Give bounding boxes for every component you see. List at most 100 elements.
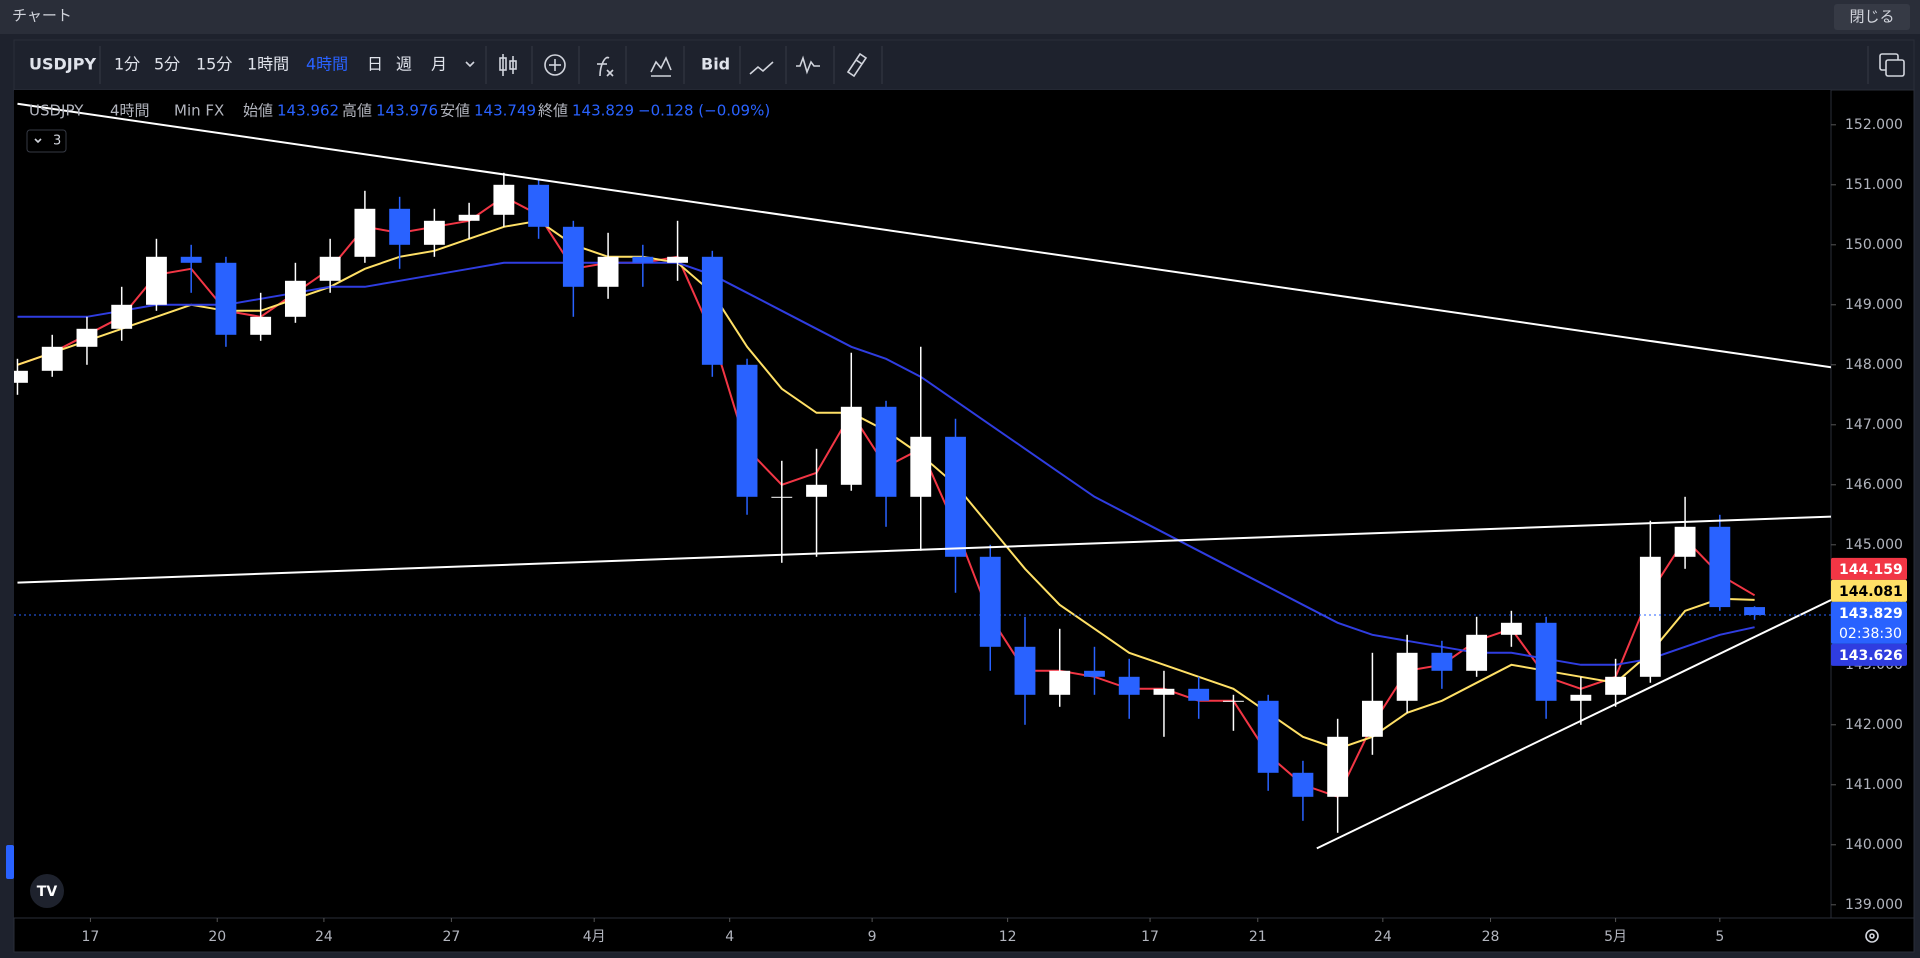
candle-body xyxy=(1153,688,1175,695)
candle-body xyxy=(1674,526,1696,557)
candle-body xyxy=(41,346,63,371)
candle-body xyxy=(1118,676,1140,695)
close-label[interactable]: 閉じる xyxy=(1849,8,1894,26)
symbol-button[interactable]: USDJPY xyxy=(29,55,96,74)
legend-open: 143.962 xyxy=(277,102,339,120)
candle-body xyxy=(180,256,202,263)
x-tick-label: 5月 xyxy=(1604,929,1627,945)
templates-icon[interactable] xyxy=(650,56,672,77)
candle-body xyxy=(632,256,654,263)
candle-body xyxy=(423,220,445,245)
legend-low-label: 安値 xyxy=(440,102,470,120)
plot-layer xyxy=(14,102,1836,922)
y-tick-label: 149.000 xyxy=(1845,297,1903,313)
candle-body xyxy=(14,370,28,383)
brush-icon[interactable] xyxy=(846,52,868,78)
side-tab[interactable] xyxy=(6,845,14,879)
candle-body xyxy=(1257,700,1279,773)
settings-icon[interactable] xyxy=(1865,929,1879,943)
close-button[interactable] xyxy=(1834,4,1910,30)
y-tick-label: 148.000 xyxy=(1845,357,1903,373)
candle-body xyxy=(1084,670,1105,677)
indicator-toggle-icon[interactable] xyxy=(34,138,42,144)
x-tick-label: 27 xyxy=(442,929,460,945)
candle-body xyxy=(1570,694,1592,701)
y-tick-label: 141.000 xyxy=(1845,777,1903,793)
price-tag xyxy=(1831,601,1907,644)
logo-mark: TV xyxy=(37,884,58,900)
interval[interactable]: 日 xyxy=(367,55,383,74)
candle-body xyxy=(319,256,341,281)
interval[interactable]: 5分 xyxy=(154,55,180,74)
interval[interactable]: 1分 xyxy=(114,55,140,74)
indicator-toggle[interactable] xyxy=(26,129,67,153)
plot-area[interactable] xyxy=(14,90,1831,918)
x-tick-label: 12 xyxy=(999,929,1017,945)
price-tag xyxy=(1831,643,1907,666)
wave-icon[interactable] xyxy=(796,55,820,75)
interval-active[interactable]: 4時間 xyxy=(306,55,348,74)
price-tag xyxy=(1831,557,1907,580)
y-tick-label: 150.000 xyxy=(1845,237,1903,253)
candle-body xyxy=(806,484,827,497)
x-tick-label: 24 xyxy=(1374,929,1392,945)
indicators-icon[interactable] xyxy=(597,56,614,77)
y-tick-label: 147.000 xyxy=(1845,417,1903,433)
line-tool-icon[interactable] xyxy=(749,61,774,75)
x-tick-label: 24 xyxy=(315,929,333,945)
candle-body xyxy=(1431,652,1453,671)
interval-menu[interactable] xyxy=(465,61,475,68)
interval[interactable]: 月 xyxy=(431,55,447,74)
candle-body xyxy=(701,256,723,365)
price-tag-label: 144.159 xyxy=(1839,562,1903,578)
candle-body xyxy=(111,304,133,329)
candle-body xyxy=(1014,646,1036,695)
countdown: 02:38:30 xyxy=(1839,626,1902,642)
x-tick-label: 21 xyxy=(1249,929,1267,945)
candle-body xyxy=(562,226,584,287)
candle-body xyxy=(771,496,793,498)
trend-line xyxy=(17,102,1831,369)
legend-interval: 4時間 xyxy=(110,102,150,120)
window-title: チャート xyxy=(12,7,72,25)
x-tick-label: 4 xyxy=(725,929,734,945)
candle-body xyxy=(215,262,237,335)
y-tick-label: 151.000 xyxy=(1845,177,1903,193)
legend-low: 143.749 xyxy=(474,102,536,120)
y-tick-label: 139.000 xyxy=(1845,897,1903,913)
legend-symbol: USDJPY xyxy=(29,102,84,120)
candle-body xyxy=(1466,634,1488,671)
candle-body xyxy=(1049,670,1071,695)
candle-body xyxy=(736,364,758,497)
candle-body xyxy=(1709,526,1731,608)
candle-body xyxy=(146,256,167,305)
trend-line xyxy=(1316,599,1831,850)
candle-body xyxy=(945,436,966,557)
interval[interactable]: 1時間 xyxy=(247,55,289,74)
price-tag-label: 143.626 xyxy=(1839,648,1903,664)
interval[interactable]: 15分 xyxy=(196,55,232,74)
title-bar xyxy=(0,0,1920,34)
compare-icon[interactable] xyxy=(544,54,566,76)
candle-body xyxy=(284,280,306,317)
candle-body xyxy=(1188,688,1210,701)
candle-body xyxy=(667,256,688,263)
candle-body xyxy=(76,328,98,347)
y-tick-label: 146.000 xyxy=(1845,477,1903,493)
chart-type-icon[interactable] xyxy=(499,54,517,76)
candle-body xyxy=(389,208,411,245)
candle-body xyxy=(528,184,550,227)
x-tick-label: 17 xyxy=(82,929,100,945)
candle-body xyxy=(910,436,932,497)
y-tick-label: 142.000 xyxy=(1845,717,1903,733)
layout-icon[interactable] xyxy=(1879,53,1905,77)
bid-button[interactable]: Bid xyxy=(701,55,730,74)
candle-body xyxy=(1605,676,1627,695)
candle-body xyxy=(1535,622,1557,701)
x-tick-label: 4月 xyxy=(583,929,606,945)
indicator-count[interactable]: 3 xyxy=(53,134,61,149)
interval[interactable]: 週 xyxy=(396,55,412,74)
x-tick-label: 17 xyxy=(1141,929,1159,945)
